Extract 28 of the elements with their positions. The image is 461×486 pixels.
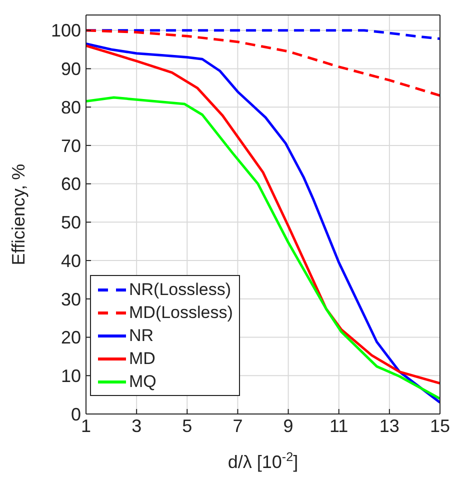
y-tick-label: 60 [60,174,81,194]
y-tick-label: 10 [60,366,81,386]
x-tick-label: 3 [132,416,142,436]
y-tick-label: 40 [60,250,81,271]
line-series [86,96,440,400]
legend-label: MD(Lossless) [129,302,233,324]
legend-label: MD [129,348,156,370]
x-axis-title: d/λ [10$^{-2}$] [228,450,298,472]
y-tick-label: 90 [60,59,81,80]
y-tick-label: 70 [60,136,81,156]
x-tick-label: 13 [379,416,400,436]
x-tick-label: 9 [283,416,294,436]
x-tick-label: 11 [330,416,348,436]
legend-label: NR(Lossless) [129,279,232,301]
x-tick-label: 1 [80,416,92,436]
x-tick-label: 7 [232,416,243,436]
y-tick-label: 100 [50,20,81,41]
legend-label: NR [129,325,154,347]
y-tick-label: 50 [60,212,81,233]
legend-label: MQ [129,371,156,393]
y-tick-label: 20 [60,328,81,348]
x-tick-label: 5 [182,416,192,436]
y-tick-label: 80 [60,97,81,118]
line-series [86,29,440,97]
y-axis-title: Efficiency, % [8,164,28,266]
y-tick-label: 30 [60,289,81,310]
x-tick-label: 15 [430,416,450,436]
y-tick-label: 0 [70,404,81,424]
